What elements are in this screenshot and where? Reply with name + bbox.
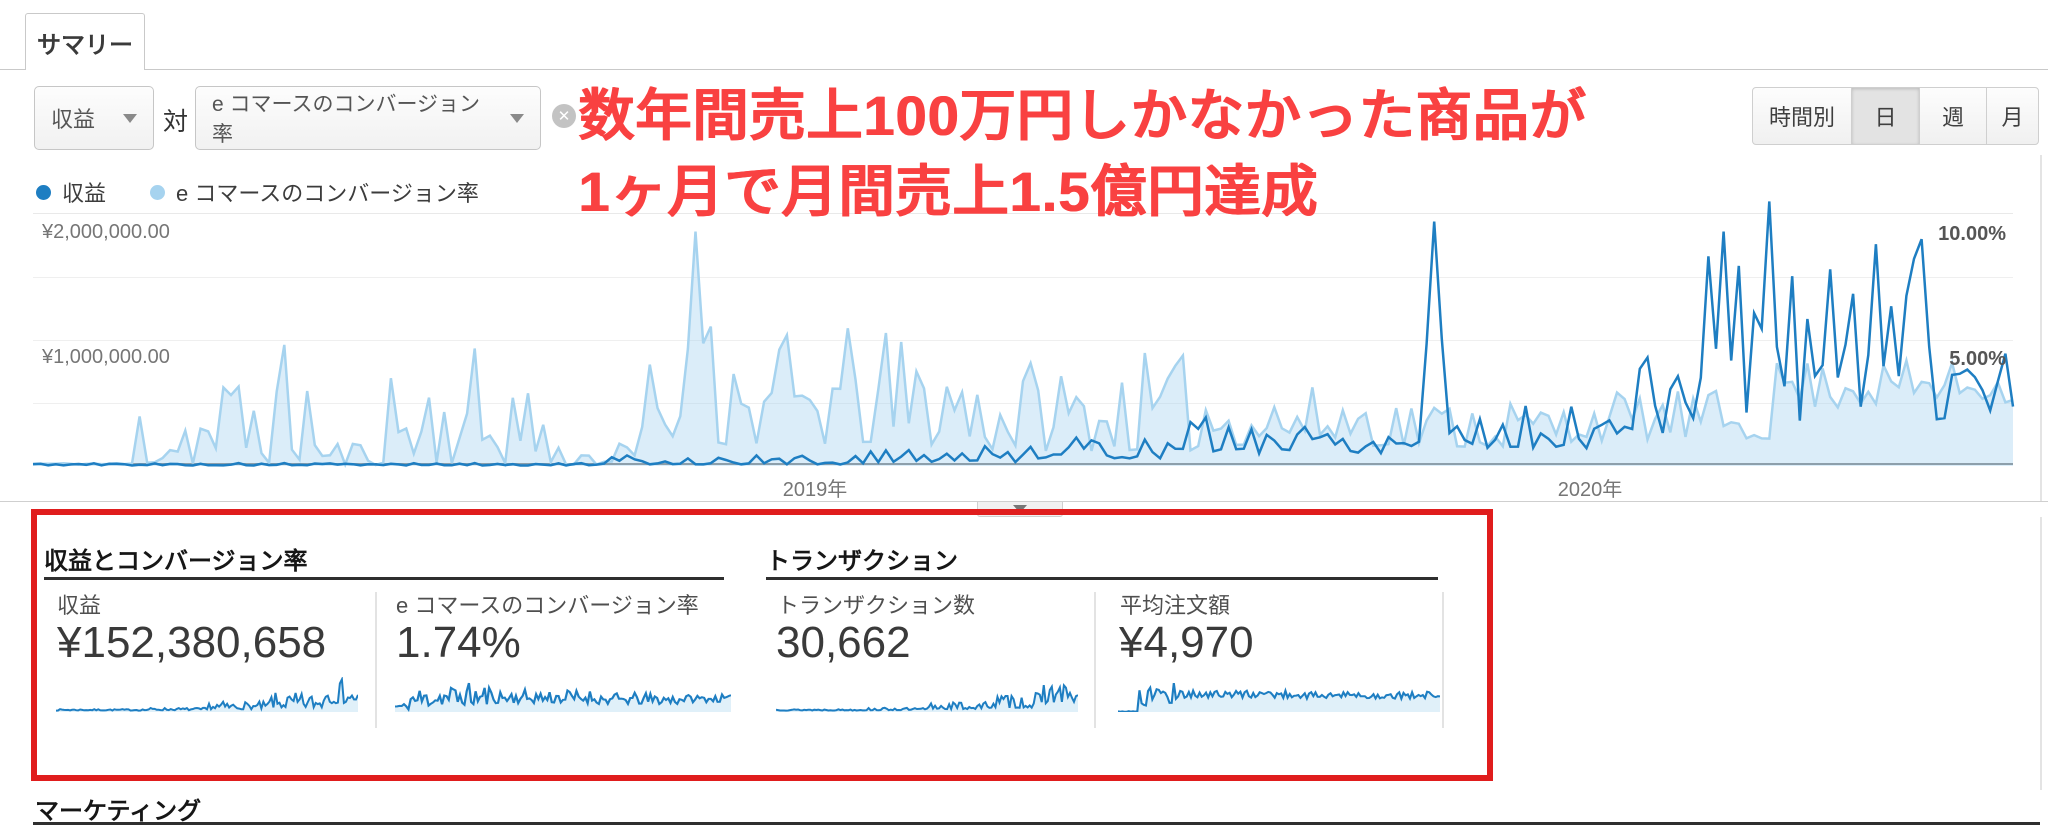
- granularity-week-button[interactable]: 週: [1919, 87, 1987, 145]
- conversion-series-area: [33, 231, 2013, 466]
- metric-dropdown[interactable]: 収益: [34, 86, 154, 150]
- card-label-average-order-value: 平均注文額: [1120, 593, 1231, 618]
- panel-right-border: [2040, 155, 2042, 790]
- granularity-control: 時間別 日 週 月: [1752, 87, 2039, 145]
- legend-dot-conversion-icon: [150, 184, 166, 200]
- section-title-marketing: マーケティング: [35, 798, 202, 825]
- legend-label-conversion: e コマースのコンバージョン率: [176, 181, 479, 206]
- tab-bar-divider: [0, 69, 2048, 70]
- card-label-revenue: 収益: [57, 593, 102, 618]
- granularity-day-button[interactable]: 日: [1851, 87, 1920, 145]
- main-chart[interactable]: [32, 201, 2015, 468]
- section-rule: [44, 577, 724, 580]
- granularity-hourly-button[interactable]: 時間別: [1752, 87, 1852, 145]
- legend-dot-revenue-icon: [36, 184, 51, 200]
- card-divider: [1442, 592, 1444, 728]
- compare-metric-dropdown[interactable]: e コマースのコンバージョン率: [195, 86, 541, 150]
- card-value-conversion-rate[interactable]: 1.74%: [396, 618, 521, 667]
- chevron-down-icon: [510, 113, 524, 123]
- revenue-series-line: [32, 201, 2015, 467]
- x-axis-label-2020: 2020年: [1557, 479, 1623, 501]
- card-label-transactions: トランザクション数: [777, 593, 976, 618]
- y-axis-label-5pct: 5.00%: [1949, 348, 2006, 370]
- tab-summary[interactable]: サマリー: [25, 13, 145, 70]
- sparkline-transactions: [776, 683, 1078, 712]
- chart-collapse-strip: [0, 501, 2048, 517]
- compare-metric-dropdown-label: e コマースのコンバージョン率: [212, 93, 481, 146]
- annotation-line-1: 数年間売上100万円しかなかった商品が: [578, 84, 1587, 147]
- section-title-revenue-conversion: 収益とコンバージョン率: [44, 548, 308, 575]
- gridline: [33, 403, 2013, 404]
- y-axis-label-1m: ¥1,000,000.00: [42, 346, 170, 368]
- card-value-transactions[interactable]: 30,662: [776, 618, 911, 667]
- card-value-average-order-value[interactable]: ¥4,970: [1119, 618, 1254, 667]
- collapse-chart-button[interactable]: [977, 502, 1063, 517]
- vs-label: 対: [163, 108, 189, 136]
- card-value-revenue[interactable]: ¥152,380,658: [57, 618, 327, 667]
- metric-dropdown-label: 収益: [51, 107, 96, 132]
- section-rule: [766, 577, 1438, 580]
- chart-legend: 収益 e コマースのコンバージョン率: [36, 178, 479, 206]
- chevron-down-icon: [123, 113, 137, 123]
- clear-compare-icon[interactable]: [552, 104, 576, 128]
- sparkline-revenue: [56, 677, 358, 712]
- card-divider: [375, 592, 377, 728]
- conversion-series-line: [32, 231, 2014, 468]
- granularity-month-button[interactable]: 月: [1986, 87, 2039, 145]
- y-axis-label-2m: ¥2,000,000.00: [42, 221, 170, 243]
- annotation-text: 数年間売上100万円しかなかった商品が 1ヶ月で月間売上1.5億円達成: [578, 78, 1586, 230]
- gridline: [33, 277, 2013, 278]
- section-rule: [33, 822, 2040, 825]
- card-divider: [1094, 592, 1096, 728]
- sparkline-conversion-rate: [395, 682, 731, 712]
- section-title-transactions: トランザクション: [766, 548, 958, 575]
- legend-label-revenue: 収益: [62, 181, 107, 206]
- sparkline-average-order-value: [1118, 682, 1440, 712]
- y-axis-label-10pct: 10.00%: [1938, 223, 2006, 245]
- gridline: [33, 340, 2013, 341]
- card-label-conversion-rate: e コマースのコンバージョン率: [396, 593, 699, 618]
- x-axis-label-2019: 2019年: [782, 479, 848, 501]
- main-chart-svg: [32, 201, 2015, 468]
